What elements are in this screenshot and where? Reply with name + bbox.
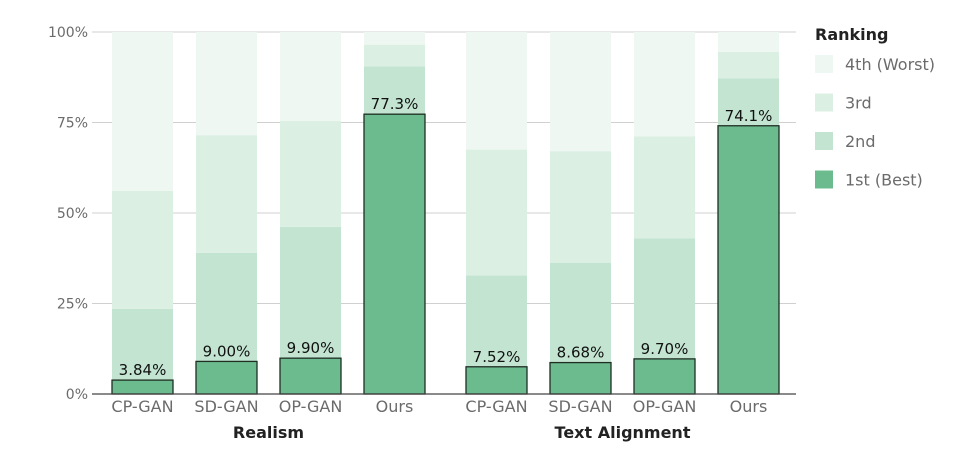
- legend-item-label: 3rd: [845, 94, 872, 113]
- bar-segment-2nd: [718, 78, 779, 126]
- x-tick-label: OP-GAN: [279, 397, 343, 416]
- legend-item-label: 4th (Worst): [845, 55, 935, 74]
- data-label: 9.70%: [641, 340, 689, 358]
- y-tick-label: 50%: [57, 206, 88, 222]
- bar-segment-4th: [634, 32, 695, 137]
- data-label: 9.90%: [287, 339, 335, 357]
- bar-segment-3rd: [718, 51, 779, 79]
- y-tick-label: 25%: [57, 297, 88, 313]
- data-label: 8.68%: [557, 344, 605, 362]
- bar-segment-2nd: [196, 252, 257, 362]
- x-tick-label: SD-GAN: [548, 397, 612, 416]
- y-tick-label: 100%: [48, 25, 88, 41]
- group-label: Text Alignment: [555, 423, 691, 442]
- bar-segment-1st: [195, 360, 258, 395]
- bar-segment-2nd: [364, 66, 425, 115]
- bar-segment-3rd: [550, 151, 611, 263]
- bar-segment-3rd: [466, 149, 527, 276]
- bar-segment-4th: [112, 32, 173, 191]
- legend-swatch: [815, 132, 833, 150]
- bar-segment-2nd: [466, 275, 527, 367]
- bar-segment-1st: [279, 357, 342, 395]
- x-tick-label: Ours: [376, 397, 414, 416]
- legend-swatch: [815, 93, 833, 112]
- data-label: 77.3%: [371, 95, 419, 113]
- data-label: 3.84%: [119, 361, 167, 379]
- bar-segment-3rd: [280, 121, 341, 227]
- x-tick-label: SD-GAN: [194, 397, 258, 416]
- data-label: 74.1%: [725, 107, 773, 125]
- legend-swatch: [815, 170, 833, 189]
- bar-segment-2nd: [550, 262, 611, 363]
- legend-swatch: [815, 55, 833, 73]
- legend-item-label: 1st (Best): [845, 171, 923, 190]
- data-label: 9.00%: [203, 342, 251, 360]
- legend-item-label: 2nd: [845, 132, 875, 151]
- bar-segment-4th: [364, 32, 425, 45]
- bar-segment-1st: [717, 125, 780, 395]
- data-label: 7.52%: [473, 348, 521, 366]
- bar-segment-3rd: [196, 135, 257, 253]
- y-tick-label: 75%: [57, 116, 88, 132]
- x-tick-label: Ours: [730, 397, 768, 416]
- x-tick-label: OP-GAN: [633, 397, 697, 416]
- bar-segment-1st: [549, 361, 612, 395]
- bar-segment-2nd: [634, 238, 695, 359]
- bar-segment-3rd: [112, 190, 173, 309]
- bar-segment-4th: [466, 32, 527, 150]
- bar-segment-4th: [550, 32, 611, 152]
- bar-segment-4th: [280, 32, 341, 122]
- bar-segment-1st: [111, 379, 174, 395]
- x-tick-label: CP-GAN: [111, 397, 173, 416]
- x-tick-label: CP-GAN: [465, 397, 527, 416]
- bar-segment-4th: [718, 32, 779, 52]
- bar-segment-1st: [633, 358, 696, 395]
- bar-segment-3rd: [634, 136, 695, 239]
- bar-segment-1st: [465, 366, 528, 395]
- bar-segment-1st: [363, 113, 426, 395]
- bar-segment-2nd: [112, 308, 173, 381]
- legend-title: Ranking: [815, 25, 888, 44]
- group-label: Realism: [233, 423, 304, 442]
- bar-segment-4th: [196, 32, 257, 136]
- bar-segment-3rd: [364, 44, 425, 67]
- y-tick-label: 0%: [66, 387, 88, 403]
- bar-segment-2nd: [280, 226, 341, 359]
